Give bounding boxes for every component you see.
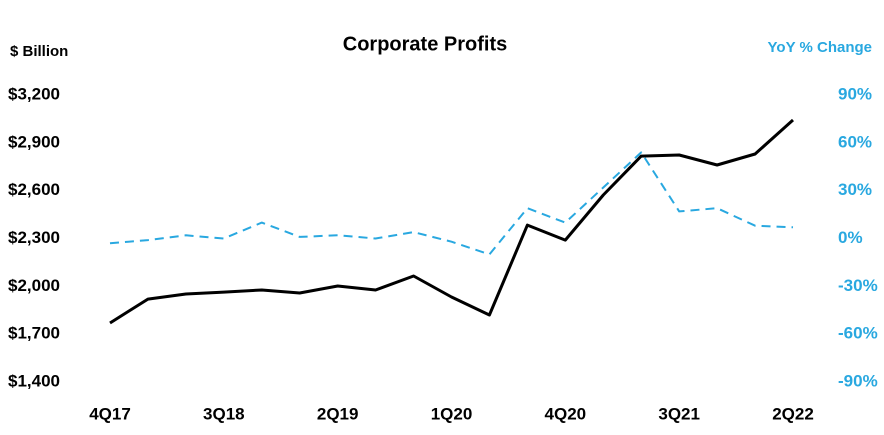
x-tick-label: 2Q19 (317, 404, 359, 423)
y-tick-label: $1,400 (8, 371, 60, 390)
x-tick-label: 1Q20 (431, 404, 473, 423)
y2-tick-label: -90% (838, 371, 878, 390)
y-axis-title: $ Billion (10, 43, 68, 60)
y-tick-label: $2,900 (8, 132, 60, 151)
data-line (109, 118, 795, 325)
y-tick-label: $3,200 (8, 84, 60, 103)
y2-tick-label: -60% (838, 324, 878, 343)
y-tick-label: $1,700 (8, 324, 60, 343)
y2-axis-title: YoY % Change (768, 39, 872, 56)
chart-title: Corporate Profits (343, 33, 507, 55)
y2-tick-label: 30% (838, 180, 872, 199)
data-line (109, 151, 794, 256)
y-tick-label: $2,000 (8, 276, 60, 295)
y-tick-label: $2,300 (8, 228, 60, 247)
y2-tick-label: 60% (838, 132, 872, 151)
x-tick-label: 3Q18 (203, 404, 245, 423)
y2-tick-label: -30% (838, 276, 878, 295)
x-tick-label: 4Q17 (89, 404, 131, 423)
x-tick-label: 4Q20 (545, 404, 587, 423)
x-tick-label: 3Q21 (658, 404, 700, 423)
y2-tick-label: 0% (838, 228, 863, 247)
y-tick-label: $2,600 (8, 180, 60, 199)
x-tick-label: 2Q22 (772, 404, 814, 423)
y2-tick-label: 90% (838, 84, 872, 103)
